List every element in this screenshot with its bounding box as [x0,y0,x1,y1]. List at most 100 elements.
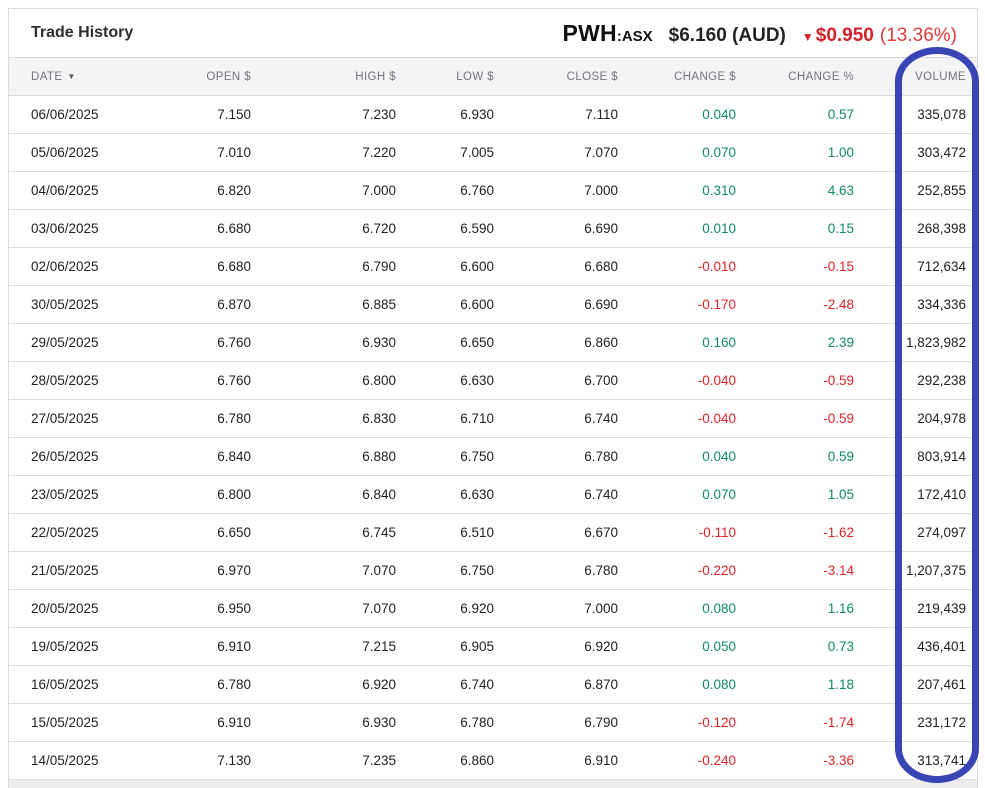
cell-change_d: 0.050 [629,627,747,666]
cell-date: 15/05/2025 [9,703,171,742]
column-header-open[interactable]: OPEN $ [171,57,262,96]
column-label: VOLUME [915,70,966,83]
cell-date: 05/06/2025 [9,133,171,172]
cell-low: 6.930 [407,95,505,134]
cell-close: 6.780 [505,437,629,476]
cell-volume: 268,398 [865,209,977,248]
table-row: 15/05/2025 6.910 6.930 6.780 6.790 -0.120 -1.7… [9,703,977,742]
cell-close: 6.690 [505,209,629,248]
cell-low: 6.630 [407,475,505,514]
exchange-code: ASX [621,27,653,45]
column-label: LOW $ [456,70,494,83]
cell-high: 6.885 [262,285,407,324]
cell-high: 6.800 [262,361,407,400]
price-change-percent: (13.36%) [879,24,957,46]
table-row: 05/06/2025 7.010 7.220 7.005 7.070 0.070 1.00 3… [9,133,977,172]
cell-high: 6.840 [262,475,407,514]
ticker-separator: : [616,27,622,45]
cell-change_d: -0.240 [629,741,747,780]
column-header-date[interactable]: DATE ▼ [9,57,171,96]
cell-change_p: 0.73 [747,627,865,666]
cell-volume: 231,172 [865,703,977,742]
table-row: 22/05/2025 6.650 6.745 6.510 6.670 -0.110 -1.6… [9,513,977,552]
cell-change_d: -0.120 [629,703,747,742]
cell-close: 7.000 [505,589,629,628]
panel-footer-strip [9,780,977,788]
cell-change_p: -1.62 [747,513,865,552]
cell-volume: 204,978 [865,399,977,438]
cell-open: 6.680 [171,209,262,248]
cell-change_d: -0.040 [629,399,747,438]
cell-change_p: 4.63 [747,171,865,210]
sort-descending-icon: ▼ [67,71,76,81]
cell-change_p: 1.18 [747,665,865,704]
cell-high: 6.930 [262,323,407,362]
cell-change_d: -0.010 [629,247,747,286]
cell-date: 04/06/2025 [9,171,171,210]
column-header-low[interactable]: LOW $ [407,57,505,96]
cell-open: 6.680 [171,247,262,286]
cell-open: 7.010 [171,133,262,172]
trade-history-panel: Trade History PWH : ASX $6.160 (AUD) ▼ $… [8,8,978,788]
cell-high: 6.920 [262,665,407,704]
column-header-change_d[interactable]: CHANGE $ [629,57,747,96]
column-header-close[interactable]: CLOSE $ [505,57,629,96]
cell-low: 6.905 [407,627,505,666]
price-change-amount: $0.950 [815,24,874,46]
table-row: 04/06/2025 6.820 7.000 6.760 7.000 0.310 4.63 2… [9,171,977,210]
cell-volume: 436,401 [865,627,977,666]
cell-change_d: -0.170 [629,285,747,324]
table-row: 03/06/2025 6.680 6.720 6.590 6.690 0.010 0.15 2… [9,209,977,248]
cell-volume: 292,238 [865,361,977,400]
cell-change_d: -0.220 [629,551,747,590]
column-header-high[interactable]: HIGH $ [262,57,407,96]
cell-date: 28/05/2025 [9,361,171,400]
cell-change_p: -3.14 [747,551,865,590]
stock-quote: PWH : ASX $6.160 (AUD) ▼ $0.950 (13.36%) [563,20,957,47]
cell-date: 29/05/2025 [9,323,171,362]
cell-low: 6.650 [407,323,505,362]
cell-date: 02/06/2025 [9,247,171,286]
current-price: $6.160 (AUD) [668,24,786,46]
cell-low: 6.510 [407,513,505,552]
table-row: 26/05/2025 6.840 6.880 6.750 6.780 0.040 0.59 8… [9,437,977,476]
cell-high: 7.230 [262,95,407,134]
cell-change_d: 0.080 [629,665,747,704]
cell-low: 6.780 [407,703,505,742]
cell-volume: 1,207,375 [865,551,977,590]
cell-open: 6.840 [171,437,262,476]
column-label: CHANGE $ [674,70,736,83]
cell-date: 23/05/2025 [9,475,171,514]
table-row: 23/05/2025 6.800 6.840 6.630 6.740 0.070 1.05 1… [9,475,977,514]
cell-open: 6.760 [171,323,262,362]
column-header-change_p[interactable]: CHANGE % [747,57,865,96]
cell-open: 7.130 [171,741,262,780]
cell-low: 7.005 [407,133,505,172]
cell-change_p: -1.74 [747,703,865,742]
cell-low: 6.760 [407,171,505,210]
cell-close: 7.000 [505,171,629,210]
cell-open: 6.910 [171,627,262,666]
cell-change_d: 0.080 [629,589,747,628]
cell-high: 7.070 [262,551,407,590]
cell-volume: 252,855 [865,171,977,210]
table-row: 30/05/2025 6.870 6.885 6.600 6.690 -0.170 -2.4… [9,285,977,324]
cell-low: 6.750 [407,437,505,476]
cell-low: 6.750 [407,551,505,590]
table-row: 06/06/2025 7.150 7.230 6.930 7.110 0.040 0.57 3… [9,95,977,134]
cell-close: 6.690 [505,285,629,324]
table-row: 29/05/2025 6.760 6.930 6.650 6.860 0.160 2.39 1… [9,323,977,362]
cell-high: 6.880 [262,437,407,476]
table-header: DATE ▼ OPEN $ HIGH $ LOW $ CLOSE $ CHANGE $ CHA… [9,57,977,96]
column-label: HIGH $ [355,70,396,83]
column-header-volume[interactable]: VOLUME [865,57,977,96]
table-row: 21/05/2025 6.970 7.070 6.750 6.780 -0.220 -3.1… [9,551,977,590]
table-row: 27/05/2025 6.780 6.830 6.710 6.740 -0.040 -0.5… [9,399,977,438]
cell-volume: 172,410 [865,475,977,514]
cell-change_p: -2.48 [747,285,865,324]
cell-low: 6.710 [407,399,505,438]
table-row: 20/05/2025 6.950 7.070 6.920 7.000 0.080 1.16 2… [9,589,977,628]
cell-change_p: 2.39 [747,323,865,362]
cell-date: 16/05/2025 [9,665,171,704]
column-label: CHANGE % [788,70,854,83]
